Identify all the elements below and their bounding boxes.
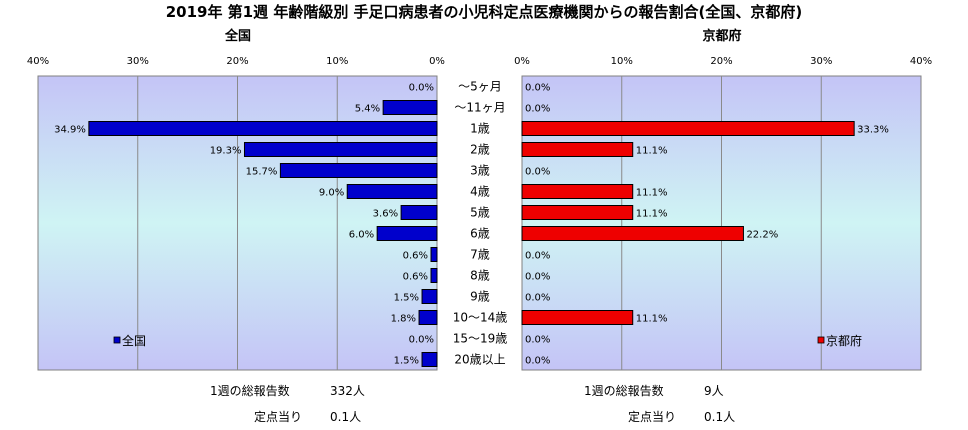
category-label: 5歳 [470, 206, 490, 220]
national-legend-label: 全国 [122, 333, 146, 348]
national-data-label: 1.8% [391, 314, 416, 325]
kyoto-x-tick-label: 10% [611, 56, 633, 67]
national-bar [279, 163, 438, 178]
national-bar [376, 226, 438, 241]
kyoto-legend-label: 京都府 [826, 333, 862, 348]
kyoto-x-tick-label: 20% [710, 56, 732, 67]
national-bar [400, 205, 438, 220]
kyoto-data-label: 11.1% [636, 314, 668, 325]
national-data-label: 6.0% [349, 230, 374, 241]
national-x-tick-label: 20% [226, 56, 248, 67]
kyoto-bar [521, 226, 744, 241]
kyoto-data-label: 0.0% [525, 356, 550, 367]
category-label: 7歳 [470, 248, 490, 262]
national-data-label: 0.6% [403, 272, 428, 283]
national-bar [430, 247, 438, 262]
national-total-value: 332人 [330, 384, 365, 398]
category-label: 10～14歳 [453, 311, 508, 325]
kyoto-bar [521, 142, 634, 157]
chart-title: 2019年 第1週 年齢階級別 手足口病患者の小児科定点医療機関からの報告割合(… [166, 3, 803, 21]
kyoto-bar [521, 205, 634, 220]
national-data-label: 9.0% [319, 188, 344, 199]
category-label: 8歳 [470, 269, 490, 283]
national-data-label: 15.7% [246, 167, 278, 178]
kyoto-data-label: 0.0% [525, 83, 550, 94]
national-legend-swatch [113, 336, 121, 344]
national-data-label: 5.4% [355, 104, 380, 115]
national-data-label: 1.5% [394, 293, 419, 304]
national-bar [88, 121, 438, 136]
national-bar [346, 184, 438, 199]
kyoto-bar [521, 310, 634, 325]
kyoto-total-label: 1週の総報告数 [584, 383, 664, 398]
national-x-tick-label: 0% [429, 56, 445, 67]
kyoto-panel-title: 京都府 [702, 28, 741, 44]
category-label: ～11ヶ月 [454, 101, 505, 115]
national-bar [430, 268, 438, 283]
kyoto-data-label: 0.0% [525, 251, 550, 262]
national-data-label: 0.0% [409, 83, 434, 94]
national-data-label: 34.9% [54, 125, 86, 136]
kyoto-data-label: 0.0% [525, 335, 550, 346]
national-data-label: 0.6% [403, 251, 428, 262]
kyoto-x-tick-label: 30% [810, 56, 832, 67]
kyoto-data-label: 11.1% [636, 188, 668, 199]
category-label: 6歳 [470, 227, 490, 241]
kyoto-total-value: 9人 [704, 384, 724, 398]
category-label: ～5ヶ月 [458, 80, 502, 94]
kyoto-data-label: 11.1% [636, 146, 668, 157]
kyoto-data-label: 0.0% [525, 272, 550, 283]
category-label: 9歳 [470, 290, 490, 304]
category-label: 15～19歳 [453, 332, 508, 346]
category-label: 1歳 [470, 122, 490, 136]
national-x-tick-label: 40% [27, 56, 49, 67]
national-bar [382, 100, 438, 115]
kyoto-per-value: 0.1人 [704, 410, 735, 424]
kyoto-legend-swatch [817, 336, 825, 344]
kyoto-per-label: 定点当り [628, 409, 676, 424]
kyoto-data-label: 22.2% [746, 230, 778, 241]
kyoto-data-label: 33.3% [857, 125, 889, 136]
national-panel-title: 全国 [224, 28, 251, 44]
national-bar [421, 289, 438, 304]
kyoto-bar [521, 121, 855, 136]
national-data-label: 1.5% [394, 356, 419, 367]
national-bar [421, 352, 438, 367]
national-bar [243, 142, 438, 157]
kyoto-data-label: 11.1% [636, 209, 668, 220]
national-x-tick-label: 30% [127, 56, 149, 67]
category-label: 20歳以上 [454, 353, 505, 367]
kyoto-data-label: 0.0% [525, 104, 550, 115]
national-data-label: 0.0% [409, 335, 434, 346]
kyoto-data-label: 0.0% [525, 167, 550, 178]
national-per-label: 定点当り [254, 409, 302, 424]
national-data-label: 3.6% [373, 209, 398, 220]
kyoto-x-tick-label: 40% [910, 56, 932, 67]
national-total-label: 1週の総報告数 [210, 383, 290, 398]
national-bar [418, 310, 438, 325]
kyoto-x-tick-label: 0% [514, 56, 530, 67]
category-label: 2歳 [470, 143, 490, 157]
national-data-label: 19.3% [210, 146, 242, 157]
category-label: 3歳 [470, 164, 490, 178]
national-per-value: 0.1人 [330, 410, 361, 424]
kyoto-data-label: 0.0% [525, 293, 550, 304]
category-label: 4歳 [470, 185, 490, 199]
national-x-tick-label: 10% [326, 56, 348, 67]
kyoto-bar [521, 184, 634, 199]
